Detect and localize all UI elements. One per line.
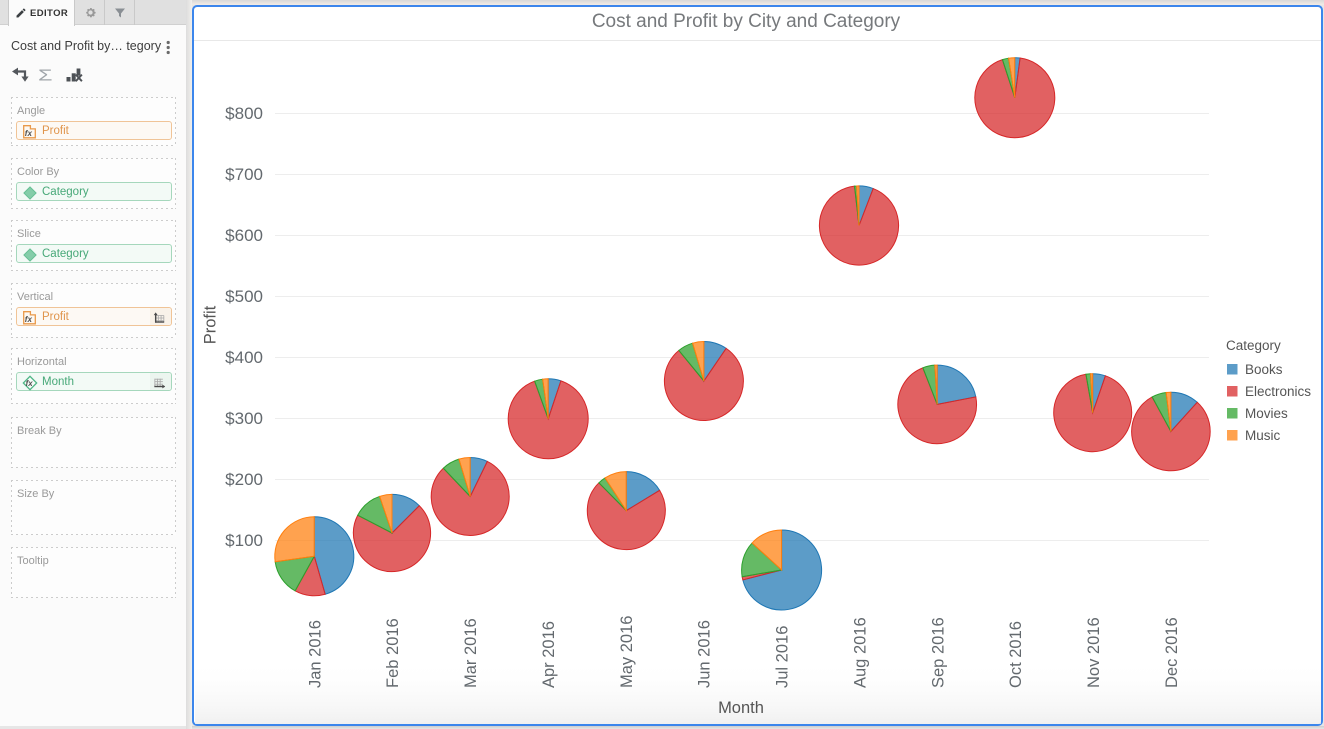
svg-text:Mar 2016: Mar 2016 xyxy=(462,618,480,688)
svg-text:fx: fx xyxy=(26,379,34,388)
svg-text:$200: $200 xyxy=(225,470,263,489)
svg-text:Music: Music xyxy=(1245,428,1281,443)
svg-text:Electronics: Electronics xyxy=(1245,384,1311,399)
svg-text:fx: fx xyxy=(25,129,33,138)
svg-text:Jan 2016: Jan 2016 xyxy=(306,620,324,688)
svg-text:Aug 2016: Aug 2016 xyxy=(851,617,869,688)
svg-text:Month: Month xyxy=(718,699,764,717)
svg-text:Nov 2016: Nov 2016 xyxy=(1085,617,1103,688)
svg-text:Profit: Profit xyxy=(202,305,220,344)
svg-text:$500: $500 xyxy=(225,287,263,306)
svg-text:Dec 2016: Dec 2016 xyxy=(1163,617,1181,688)
svg-text:Jul 2016: Jul 2016 xyxy=(774,626,792,688)
svg-text:May 2016: May 2016 xyxy=(618,616,636,688)
svg-text:$700: $700 xyxy=(225,165,263,184)
svg-text:Feb 2016: Feb 2016 xyxy=(384,618,402,688)
svg-text:Sep 2016: Sep 2016 xyxy=(929,617,947,688)
svg-text:$100: $100 xyxy=(225,531,263,550)
svg-text:$300: $300 xyxy=(225,409,263,428)
svg-text:Apr 2016: Apr 2016 xyxy=(540,621,558,688)
svg-text:Movies: Movies xyxy=(1245,406,1288,421)
svg-text:fx: fx xyxy=(25,315,33,324)
svg-text:Books: Books xyxy=(1245,362,1283,377)
svg-text:Category: Category xyxy=(1226,338,1281,353)
svg-text:Jun 2016: Jun 2016 xyxy=(696,620,714,688)
svg-text:Oct 2016: Oct 2016 xyxy=(1007,621,1025,688)
svg-text:Σ: Σ xyxy=(38,68,53,85)
svg-text:$400: $400 xyxy=(225,348,263,367)
svg-text:$800: $800 xyxy=(225,104,263,123)
svg-text:$600: $600 xyxy=(225,226,263,245)
